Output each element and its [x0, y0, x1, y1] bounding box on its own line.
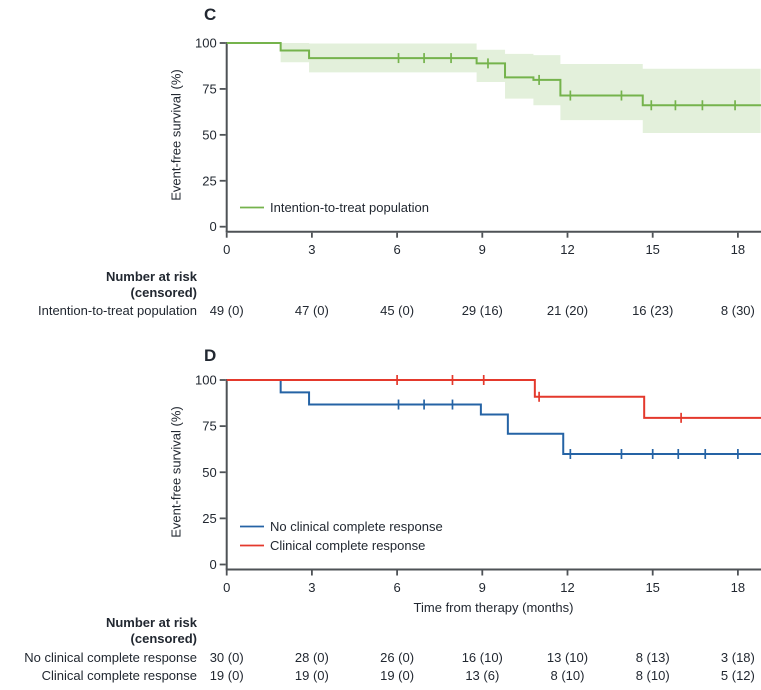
at-risk-row-label: No clinical complete response [24, 650, 197, 665]
x-tick-label: 0 [223, 242, 230, 257]
x-tick-label: 9 [479, 580, 486, 595]
at-risk-value: 45 (0) [380, 303, 415, 318]
x-tick-label: 18 [731, 242, 745, 257]
at-risk-value: 8 (10) [550, 668, 585, 683]
at-risk-header-line1: Number at risk [105, 269, 197, 284]
at-risk-value: 19 (0) [209, 668, 244, 683]
y-tick-label: 25 [202, 511, 216, 526]
survival-curve [226, 379, 761, 455]
legend-label: No clinical complete response [270, 519, 443, 534]
at-risk-value: 13 (6) [465, 668, 500, 683]
at-risk-value: 30 (0) [209, 650, 244, 665]
at-risk-value: 26 (0) [380, 650, 415, 665]
x-tick-label: 6 [393, 242, 400, 257]
at-risk-value: 13 (10) [546, 650, 589, 665]
at-risk-row-label: Clinical complete response [41, 668, 197, 683]
survival-curve [226, 42, 761, 107]
x-tick-label: 3 [308, 580, 315, 595]
at-risk-value: 47 (0) [294, 303, 329, 318]
at-risk-value: 49 (0) [209, 303, 244, 318]
at-risk-value: 19 (0) [294, 668, 329, 683]
y-axis-label-text-c: Event-free survival (%) [168, 69, 184, 201]
x-tick-label: 18 [731, 580, 745, 595]
at-risk-value: 16 (10) [461, 650, 503, 665]
at-risk-value: 8 (30) [720, 303, 755, 318]
ci-band [280, 43, 761, 134]
panel-c-title: C [204, 5, 217, 24]
y-tick-label: 75 [202, 81, 216, 96]
y-tick-label: 25 [202, 173, 216, 188]
x-tick-label: 12 [560, 242, 574, 257]
y-axis-label-text-d: Event-free survival (%) [168, 406, 184, 538]
y-tick-label: 50 [202, 127, 216, 142]
at-risk-value: 8 (10) [635, 668, 670, 683]
at-risk-value: 21 (20) [546, 303, 589, 318]
at-risk-row-label: Intention-to-treat population [38, 303, 197, 318]
y-tick-label: 0 [209, 219, 216, 234]
x-tick-label: 15 [645, 242, 659, 257]
at-risk-value: 29 (16) [461, 303, 503, 318]
y-tick-label: 50 [202, 465, 216, 480]
at-risk-value: 28 (0) [294, 650, 329, 665]
x-tick-label: 12 [560, 580, 574, 595]
survival-curve [226, 379, 761, 419]
at-risk-value: 3 (18) [720, 650, 755, 665]
x-axis-label: Time from therapy (months) [413, 600, 574, 615]
at-risk-value: 8 (13) [635, 650, 670, 665]
at-risk-value: 19 (0) [380, 668, 415, 683]
x-tick-label: 0 [223, 580, 230, 595]
y-tick-label: 75 [202, 419, 216, 434]
panel-d-title: D [204, 346, 217, 365]
y-axis-label-panel-c: Event-free survival (%) [169, 69, 184, 200]
y-tick-label: 100 [195, 36, 217, 51]
x-tick-label: 6 [393, 580, 400, 595]
x-tick-label: 3 [308, 242, 315, 257]
at-risk-value: 16 (23) [632, 303, 674, 318]
legend-label: Intention-to-treat population [270, 200, 429, 215]
at-risk-header-line2: (censored) [130, 285, 197, 300]
x-tick-label: 15 [645, 580, 659, 595]
y-tick-label: 100 [195, 373, 217, 388]
at-risk-header-line1: Number at risk [105, 615, 197, 630]
legend-label: Clinical complete response [270, 538, 425, 553]
at-risk-header-line2: (censored) [130, 631, 197, 646]
y-axis-label-panel-d: Event-free survival (%) [169, 406, 184, 537]
x-tick-label: 9 [479, 242, 486, 257]
at-risk-value: 5 (12) [720, 668, 755, 683]
y-tick-label: 0 [209, 557, 216, 572]
